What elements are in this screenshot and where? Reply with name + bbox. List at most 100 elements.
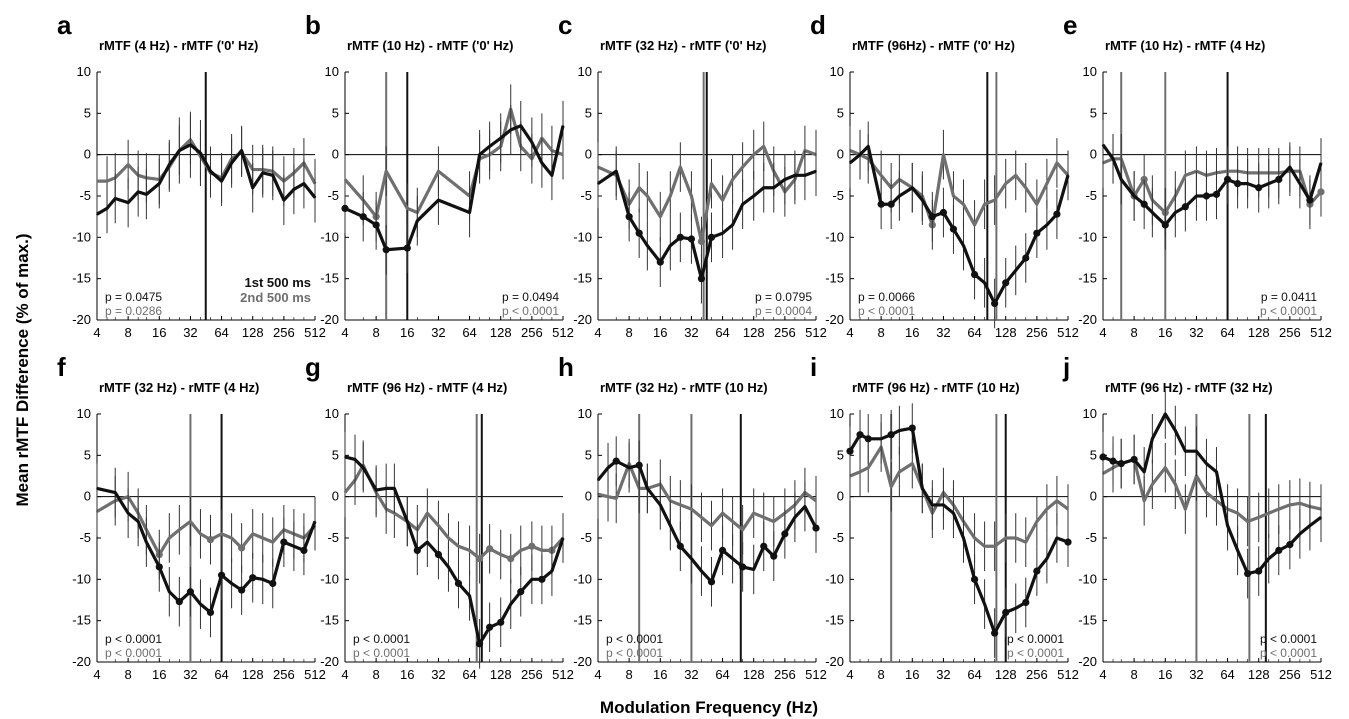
x-tick-label: 4 (1099, 667, 1106, 682)
x-tick-label: 16 (400, 325, 414, 340)
series-1st-500ms-point (846, 447, 854, 455)
x-tick-label: 128 (242, 325, 264, 340)
series-1st-500ms-point (251, 186, 254, 189)
y-tick-label: -15 (72, 613, 91, 628)
series-1st-500ms-point (770, 552, 778, 560)
panel-letter: i (810, 352, 817, 382)
y-tick-label: 0 (84, 147, 91, 162)
series-2nd-500ms-point (721, 199, 724, 201)
x-tick-label: 32 (936, 667, 950, 682)
y-tick-label: 5 (585, 105, 592, 120)
series-2nd-500ms-point (952, 195, 955, 197)
series-1st-500ms-point (293, 545, 295, 548)
x-tick-label: 4 (1099, 325, 1106, 340)
panel-c: c rMTF (32 Hz) - rMTF ('0' Hz) 10 5 0 -5 -10 -1… (558, 10, 827, 340)
series-1st-500ms-point (859, 153, 861, 156)
x-tick-label: 8 (1131, 667, 1138, 682)
series-1st-500ms-point (1299, 182, 1301, 185)
y-tick-label: -5 (580, 530, 592, 545)
series-2nd-500ms-point (697, 237, 706, 246)
x-tick-label: 32 (431, 325, 445, 340)
series-1st-500ms-point (597, 479, 599, 481)
series-2nd-500ms-point (911, 462, 914, 465)
series-2nd-500ms-point (859, 471, 861, 473)
series-1st-500ms-point (983, 603, 986, 605)
series-2nd-500ms-point (1046, 182, 1048, 185)
panel-title: rMTF (32 Hz) - rMTF (4 Hz) (99, 380, 259, 395)
y-tick-label: 0 (837, 489, 844, 504)
series-1st-500ms-point (434, 550, 443, 559)
series-1st-500ms-point (1174, 211, 1177, 214)
series-1st-500ms-point (741, 203, 744, 206)
series-1st-500ms-point (454, 579, 463, 588)
series-1st-500ms-point (127, 201, 129, 204)
panel-a: a rMTF (4 Hz) - rMTF ('0' Hz) 10 5 0 -5 -10 -15… (57, 10, 326, 340)
x-tick-label: 8 (878, 325, 885, 340)
x-tick-label: 64 (1220, 667, 1234, 682)
x-tick-label: 4 (93, 325, 100, 340)
series-1st-500ms-point (519, 124, 522, 127)
series-2nd-500ms-point (942, 153, 945, 156)
series-1st-500ms-point (1022, 254, 1030, 262)
series-2nd-500ms-line (343, 463, 565, 561)
y-tick-label: -5 (327, 188, 339, 203)
series-1st-500ms-point (669, 524, 672, 527)
x-tick-label: 32 (431, 667, 445, 682)
series-1st-500ms-point (1033, 229, 1041, 237)
panel-title: rMTF (32 Hz) - rMTF ('0' Hz) (600, 38, 767, 53)
p-value-1st: p < 0.0001 (1260, 632, 1317, 646)
x-tick-label: 128 (1248, 667, 1270, 682)
series-2nd-500ms-line (1102, 457, 1322, 524)
series-1st-500ms-point (887, 200, 895, 208)
series-1st-500ms-point (137, 191, 139, 193)
series-1st-500ms-point (911, 186, 914, 189)
series-1st-500ms-point (1255, 567, 1263, 575)
series-1st-500ms-line (1102, 412, 1322, 576)
series-2nd-500ms-point (890, 485, 892, 488)
series-2nd-500ms-point (519, 549, 522, 552)
x-tick-label: 512 (552, 325, 574, 340)
panel-e: e rMTF (10 Hz) - rMTF (4 Hz) 10 5 0 -5 -10 -15 -… (1063, 10, 1332, 340)
series-1st-500ms-point (96, 487, 98, 490)
panel-j: j rMTF (96 Hz) - rMTF (32 Hz) 10 5 0 -5 -10 -15… (1062, 352, 1332, 682)
y-tick-label: -10 (573, 571, 592, 586)
y-tick-label: -15 (825, 271, 844, 286)
x-tick-label: 8 (878, 667, 885, 682)
series-2nd-500ms-point (731, 178, 734, 181)
p-value-1st: p < 0.0001 (606, 632, 663, 646)
x-tick-label: 16 (152, 325, 166, 340)
series-1st-500ms-point (189, 143, 192, 146)
y-tick-label: -5 (327, 530, 339, 545)
series-1st-500ms-point (731, 224, 734, 226)
y-tick-label: -20 (825, 312, 844, 327)
series-1st-500ms-point (760, 542, 768, 550)
series-1st-500ms-point (1130, 455, 1138, 464)
series-2nd-500ms-point (1140, 175, 1148, 184)
series-1st-500ms-point (794, 516, 796, 519)
p-value-1st: p = 0.0494 (502, 290, 559, 304)
series-1st-500ms-point (697, 275, 706, 283)
series-2nd-500ms-point (1267, 512, 1270, 514)
x-tick-label: 8 (1131, 325, 1138, 340)
series-2nd-500ms-point (238, 544, 246, 552)
series-2nd-500ms-point (344, 491, 346, 494)
y-axis-title: Mean rMTF Difference (% of max.) (13, 234, 32, 507)
series-1st-500ms-point (209, 170, 212, 172)
panels-container: a rMTF (4 Hz) - rMTF ('0' Hz) 10 5 0 -5 -10 -15… (57, 10, 1332, 682)
series-1st-500ms-point (341, 204, 349, 212)
series-1st-500ms-point (145, 541, 148, 543)
series-1st-500ms-point (635, 461, 643, 469)
series-2nd-500ms-point (1299, 502, 1301, 505)
series-2nd-500ms-point (1317, 188, 1325, 196)
series-2nd-500ms-point (1151, 483, 1154, 486)
series-1st-500ms-point (784, 178, 786, 181)
x-tick-label: 4 (846, 667, 853, 682)
series-2nd-500ms-point (199, 533, 202, 535)
panel-title: rMTF (32 Hz) - rMTF (10 Hz) (600, 380, 768, 395)
series-2nd-500ms-point (867, 466, 870, 469)
y-tick-label: -15 (825, 613, 844, 628)
series-1st-500ms-point (898, 429, 901, 432)
series-1st-500ms-point (1002, 608, 1010, 617)
series-2nd-500ms-point (344, 178, 346, 181)
series-1st-500ms-point (538, 575, 546, 583)
